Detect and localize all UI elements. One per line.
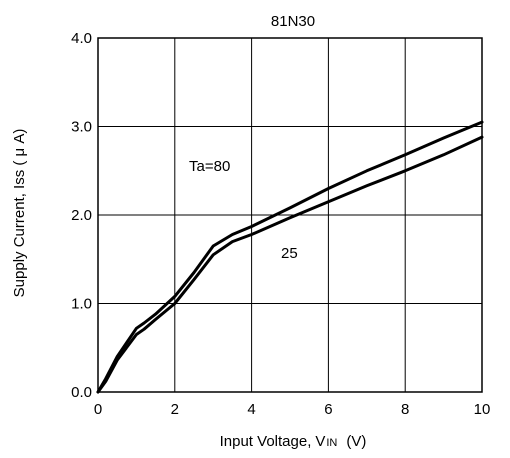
grid-lines [98,38,482,392]
x-tick-label: 6 [324,401,332,418]
x-tick-label: 10 [474,401,491,418]
y-axis-label: Supply Current, Iss ( μ A) [11,129,28,298]
y-tick-label: 2.0 [71,207,92,224]
label-background-25 [276,236,326,264]
plot-area-border [97,37,483,393]
x-axis-label-subscript: IN [326,437,337,449]
series-line-25 [96,135,484,394]
x-axis-label-separator: , [307,433,311,450]
x-axis-label-main: Input Voltage [220,433,308,450]
y-tick-label: 1.0 [71,296,92,313]
annotation-25: 25 [281,245,298,262]
x-tick-label: 4 [247,401,255,418]
y-tick-label: 3.0 [71,119,92,136]
y-tick-label: 0.0 [71,384,92,401]
x-axis-label-symbol: V [315,433,325,450]
series-lines [96,120,484,394]
annotation-ta80: Ta=80 [189,158,230,175]
label-background-ta80 [185,150,241,178]
x-tick-label: 8 [401,401,409,418]
x-tick-label: 0 [94,401,102,418]
chart-title: 81N30 [271,13,315,30]
x-tick-label: 2 [171,401,179,418]
y-tick-label: 4.0 [71,30,92,47]
x-axis-label-unit: (V) [346,433,366,450]
x-axis-label: Input Voltage, VIN (V) [220,433,367,450]
tick-labels: 0 2 4 6 8 10 0.0 1.0 2.0 3.0 4.0 [71,30,490,418]
series-line-ta80 [96,120,484,394]
